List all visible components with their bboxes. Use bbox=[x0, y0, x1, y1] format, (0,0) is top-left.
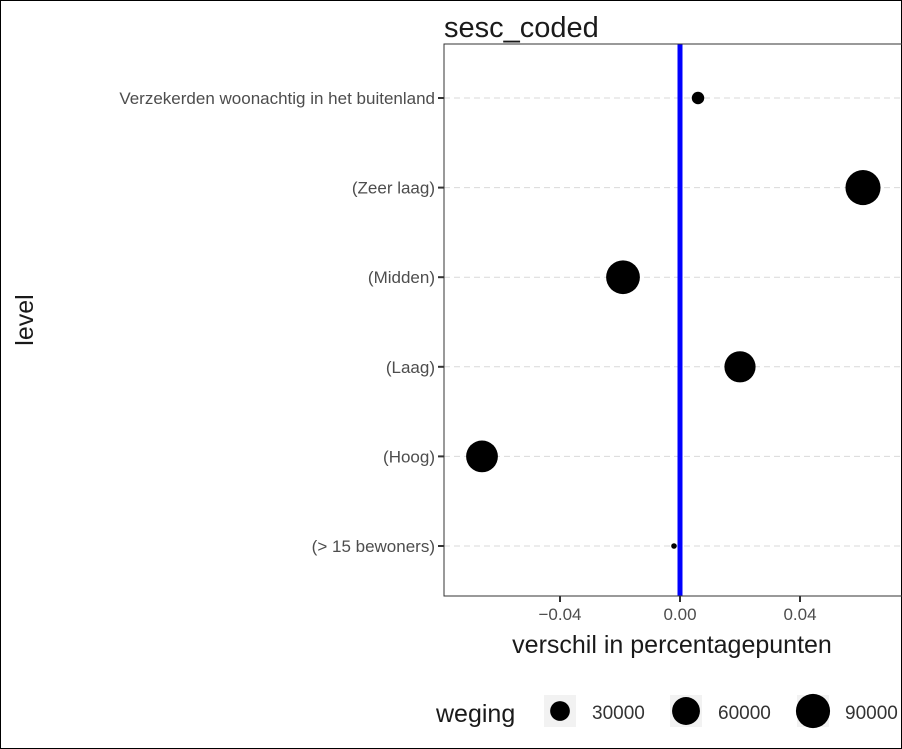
data-point bbox=[845, 170, 881, 206]
y-tick-labels: Verzekerden woonachtig in het buitenland… bbox=[119, 89, 444, 556]
legend-key-point bbox=[672, 697, 700, 725]
y-tick-label: (Zeer laag) bbox=[352, 179, 435, 198]
points-layer bbox=[466, 91, 881, 549]
data-point bbox=[466, 440, 498, 473]
plot-panel bbox=[443, 43, 902, 597]
y-tick-label: (Midden) bbox=[368, 268, 435, 287]
legend-key-point bbox=[550, 701, 570, 721]
y-tick-label: (Laag) bbox=[386, 358, 435, 377]
panel-border bbox=[443, 43, 902, 597]
legend-item-label: 60000 bbox=[718, 703, 771, 724]
x-tick-label: 0.00 bbox=[663, 605, 696, 624]
data-point bbox=[691, 91, 705, 105]
legend: weging 30000 60000 90000 bbox=[435, 693, 898, 729]
gridlines bbox=[444, 97, 902, 547]
legend-item-label: 30000 bbox=[592, 703, 645, 724]
legend-item-label: 90000 bbox=[845, 703, 898, 724]
y-tick-label: (Hoog) bbox=[383, 447, 435, 466]
y-tick-label: (> 15 bewoners) bbox=[312, 537, 435, 556]
y-axis-title: level bbox=[11, 294, 39, 345]
legend-title: weging bbox=[435, 700, 515, 728]
chart-title: sesc_coded bbox=[444, 12, 599, 44]
x-tick-label: 0.04 bbox=[783, 605, 816, 624]
legend-key-point bbox=[795, 693, 831, 729]
data-point bbox=[606, 260, 640, 295]
x-axis-title: verschil in percentagepunten bbox=[512, 631, 832, 659]
x-tick-label: −0.04 bbox=[538, 605, 581, 624]
y-tick-label: Verzekerden woonachtig in het buitenland bbox=[119, 89, 435, 108]
data-point bbox=[724, 351, 756, 383]
x-tick-labels: −0.04 0.00 0.04 bbox=[538, 596, 817, 624]
data-point bbox=[671, 543, 677, 549]
